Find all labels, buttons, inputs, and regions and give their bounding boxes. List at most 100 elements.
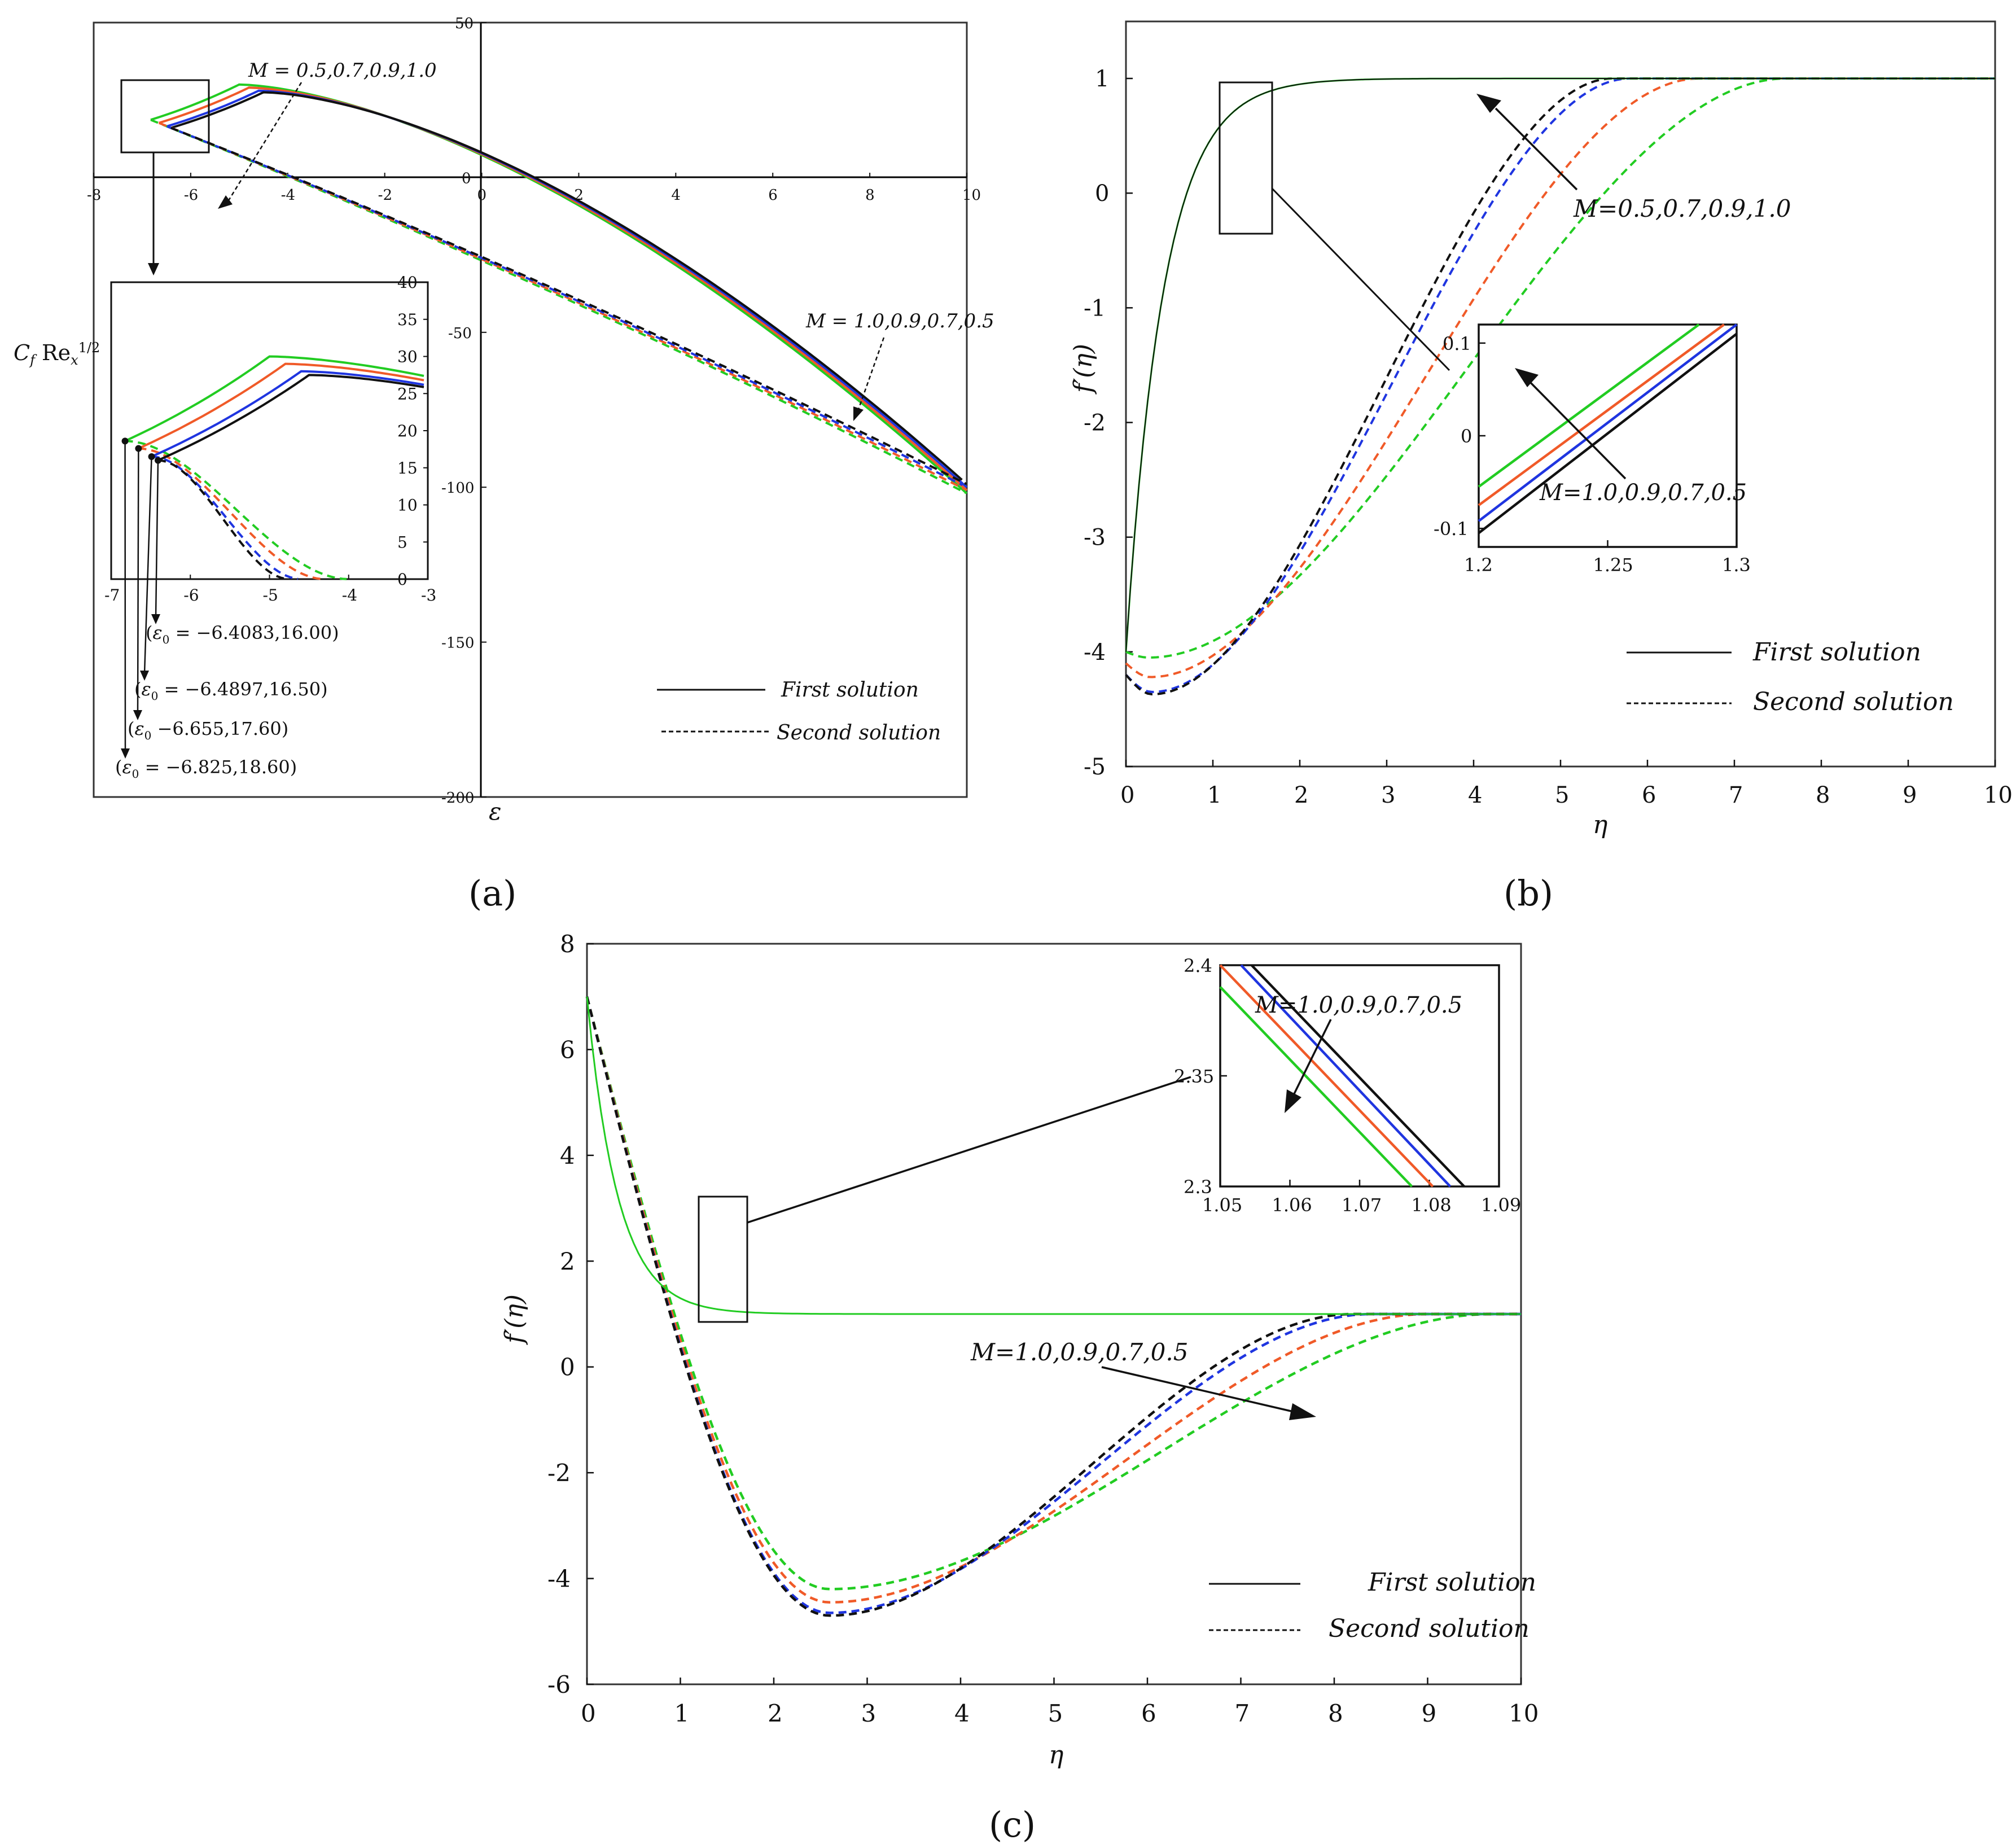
panel-b-inset-frame — [1478, 323, 1738, 548]
panel-c-y-tick-label: 6 — [560, 1036, 575, 1063]
panel-a-x-label: ε — [489, 798, 502, 825]
panel-a-inset-y-tick-label: 25 — [397, 384, 418, 403]
panel-a-inset-y-tick-label: 0 — [397, 570, 407, 589]
panel-b-inset-arrow — [1529, 382, 1627, 480]
panel-a-inset-x-tick-label: -4 — [342, 586, 357, 605]
panel-b-inset-line — [1478, 323, 1700, 488]
panel-a-inset-second-solution-line — [157, 459, 289, 580]
panel-a-first-solution-line — [170, 91, 963, 481]
panel-a-m-right-arrowhead — [853, 406, 864, 421]
panel-a-legend: First solution Second solution — [657, 678, 941, 745]
panel-b-x-tick-label: 6 — [1642, 782, 1656, 808]
panel-a-critical-point-label: (ε0 −6.655,17.60) — [128, 718, 288, 742]
panel-a-inset-x-tick-label: -3 — [421, 586, 436, 605]
panel-a-second-solution-line — [150, 119, 966, 494]
panel-c-inset-line — [1219, 964, 1434, 1188]
panel-b-inset-line — [1478, 323, 1725, 506]
panel-c-zoom-box — [698, 1195, 748, 1323]
panel-b-x-tick-label: 2 — [1294, 782, 1308, 808]
panel-a-m-top-annotation: M = 0.5,0.7,0.9,1.0 — [248, 59, 437, 82]
panel-b-y-tick-label: -3 — [1084, 525, 1106, 551]
panel-a-frame — [93, 21, 968, 798]
panel-b-inset-arrowhead — [1515, 368, 1539, 387]
panel-c-first-solution-line — [586, 996, 1521, 1315]
panel-c-x-tick-label: 2 — [768, 1700, 783, 1727]
panel-a-second-solution-line — [166, 125, 963, 487]
panel-a-m-top-arrow — [226, 82, 303, 204]
panel-a-critical-point-arrowhead — [133, 710, 142, 720]
panel-c-y-tick-label: -4 — [547, 1565, 571, 1593]
panel-a-inset-first-solution-line — [151, 370, 424, 458]
panel-b-inset-x-tick-label: 1.2 — [1464, 554, 1493, 576]
panel-a-critical-point-label: (ε0 = −6.825,18.60) — [115, 756, 297, 781]
panel-c-legend: First solution Second solution — [1209, 1568, 1536, 1643]
panel-a-y-tick-label: -150 — [441, 635, 474, 652]
panel-a-inset-frame — [110, 281, 429, 580]
panel-a-x-tick-label: -2 — [378, 187, 392, 204]
panel-b-x-tick-label: 5 — [1555, 782, 1569, 808]
panel-c-inset-line — [1240, 964, 1452, 1188]
panel-c-inset-x-tick-label: 1.08 — [1412, 1194, 1452, 1216]
panel-a-inset-y-tick-label: 5 — [397, 533, 407, 551]
panel-c-y-tick-label: 2 — [560, 1247, 575, 1275]
panel-c-x-tick-label: 6 — [1141, 1700, 1156, 1727]
panel-c-second-solution-line — [585, 996, 1521, 1617]
panel-a-y-tick-label: 50 — [455, 15, 474, 32]
panel-b-y-tick-label: -4 — [1084, 640, 1106, 665]
panel-b-zoom-connector — [1271, 187, 1450, 371]
panel-b-legend: First solution Second solution — [1627, 638, 1954, 716]
panel-a-zoom-box — [120, 79, 210, 154]
panel-c-x-tick-label: 7 — [1235, 1700, 1250, 1727]
panel-a-x-tick-label: 6 — [768, 187, 778, 204]
panel-a-inset-y-tick-label: 40 — [397, 273, 418, 292]
panel-a-inset-first-solution-line — [124, 355, 424, 443]
panel-b-inset: 1.2 1.25 1.3 0.1 0 -0.1 M=1.0,0.9,0.7,0.5 — [1434, 323, 1751, 576]
panel-c-inset-x-tick-label: 1.05 — [1202, 1194, 1242, 1216]
panel-b-label: (b) — [1504, 873, 1553, 914]
panel-a-y-tick-label: 0 — [462, 170, 471, 187]
panel-c-y-tick-label: 0 — [560, 1354, 575, 1381]
panel-a-x-tick-label: 4 — [671, 187, 681, 204]
panel-b-y-label: f′(η) — [1069, 344, 1098, 395]
panel-c-inset-x-tick-label: 1.07 — [1342, 1194, 1382, 1216]
panel-a-critical-point-arrow — [155, 460, 159, 618]
panel-a-inset-first-solution-line — [157, 374, 424, 462]
panel-a-critical-point-arrowhead — [121, 748, 130, 759]
panel-a-y-label: Cf Rex1/2 — [14, 340, 100, 368]
panel-c-x-tick-label: 0 — [581, 1700, 596, 1727]
panel-c-x-tick-label: 10 — [1509, 1700, 1539, 1727]
panel-b-x-label: η — [1593, 811, 1607, 839]
panel-a-m-right-arrow — [857, 337, 885, 411]
panel-c-x-tick-label: 5 — [1048, 1700, 1063, 1727]
panel-a-inset-y-tick-label: 20 — [397, 422, 418, 440]
panel-a-legend-second-label: Second solution — [777, 721, 941, 745]
panel-a-x-tick-label: -8 — [87, 187, 101, 204]
panel-c-zoom-connector — [747, 1076, 1191, 1224]
panel-b-first-solution-line — [1125, 78, 1995, 652]
panel-b-x-tick-label: 0 — [1120, 782, 1134, 808]
panel-b-legend-second-label: Second solution — [1753, 687, 1954, 716]
panel-b-y-tick-label: -5 — [1084, 754, 1106, 780]
panel-b-x-tick-label: 7 — [1729, 782, 1743, 808]
panel-c-x-label: η — [1049, 1741, 1063, 1770]
panel-c-inset: 1.05 1.06 1.07 1.08 1.09 2.4 2.35 2.3 M=1.0,0.9… — [1174, 955, 1521, 1216]
panel-b-inset-y-tick-label: 0 — [1461, 426, 1472, 447]
panel-a-inset-second-solution-line — [125, 440, 347, 580]
panel-b-m-annotation: M=0.5,0.7,0.9,1.0 — [1573, 195, 1791, 222]
panel-b-m-arrowhead — [1476, 94, 1501, 113]
panel-a-inset-second-solution-line — [138, 447, 325, 580]
panel-b-x-tick-label: 10 — [1984, 782, 2013, 808]
panel-b-x-tick-label: 8 — [1816, 782, 1830, 808]
panel-c-y-tick-label: -6 — [547, 1671, 571, 1698]
panel-c-x-tick-label: 3 — [861, 1700, 876, 1727]
panel-a-second-solution-line — [170, 126, 967, 485]
panel-c-inset-y-tick-label: 2.3 — [1184, 1176, 1212, 1198]
panel-b-inset-y-tick-label: 0.1 — [1443, 333, 1471, 354]
panel-c-inset-arrow — [1291, 1019, 1332, 1098]
panel-a-m-top-arrowhead — [218, 195, 233, 209]
panel-a-inset-first-solution-line — [138, 362, 424, 450]
panel-a-critical-point-label: (ε0 = −6.4897,16.50) — [134, 678, 328, 703]
panel-b-legend-first-label: First solution — [1752, 638, 1921, 667]
panel-a-critical-point-label: (ε0 = −6.4083,16.00) — [146, 622, 339, 646]
